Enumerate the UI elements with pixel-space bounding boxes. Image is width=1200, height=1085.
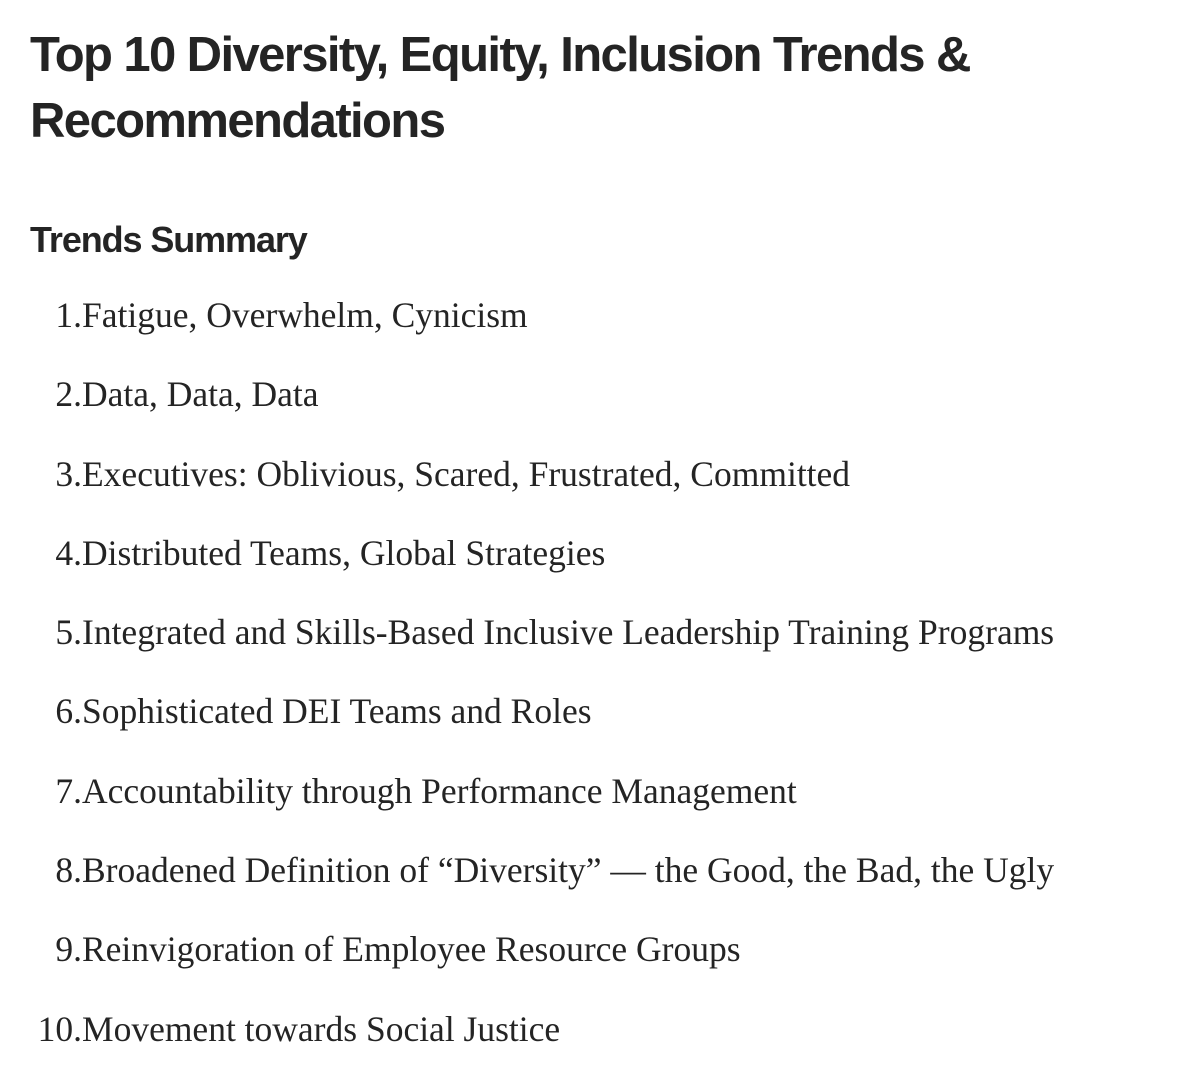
list-item-text: Accountability through Performance Manag… — [82, 770, 797, 811]
list-item: 1. Fatigue, Overwhelm, Cynicism — [30, 292, 1180, 371]
list-item-text: Fatigue, Overwhelm, Cynicism — [82, 295, 528, 335]
list-item-text: Distributed Teams, Global Strategies — [82, 532, 606, 573]
list-item: 9. Reinvigoration of Employee Resource Gr… — [30, 926, 1180, 1005]
list-item-number: 6. — [55, 691, 82, 732]
list-item: 6. Sophisticated DEI Teams and Roles — [30, 688, 1180, 767]
list-item-number: 4. — [55, 532, 82, 573]
list-item-number: 8. — [55, 850, 82, 891]
trends-list: 1. Fatigue, Overwhelm, Cynicism 2. Data, D… — [30, 292, 1180, 1085]
list-item-text: Reinvigoration of Employee Resource Grou… — [82, 929, 741, 970]
list-item-text: Data, Data, Data — [82, 374, 319, 415]
list-item: 4. Distributed Teams, Global Strategies — [30, 530, 1180, 609]
section-heading: Trends Summary — [30, 219, 308, 260]
article-content: Top 10 Diversity, Equity, Inclusion Tren… — [30, 22, 1180, 1049]
article-title: Top 10 Diversity, Equity, Inclusion Tren… — [30, 28, 971, 148]
list-item-number: 9. — [55, 929, 82, 970]
list-item-number: 3. — [55, 453, 82, 494]
list-item: 5. Integrated and Skills-Based Inclusive … — [30, 609, 1180, 688]
list-item: 2. Data, Data, Data — [30, 371, 1180, 450]
list-item: 3. Executives: Oblivious, Scared, Frustra… — [30, 451, 1180, 530]
list-item-number: 5. — [55, 612, 82, 653]
list-item-text: Executives: Oblivious, Scared, Frustrate… — [82, 453, 851, 494]
list-item: 10. Movement towards Social Justice — [30, 1006, 1180, 1085]
list-item-text: Integrated and Skills-Based Inclusive Le… — [82, 612, 1055, 653]
list-item-text: Broadened Definition of “Diversity” — th… — [82, 850, 1055, 891]
list-item: 8. Broadened Definition of “Diversity” — … — [30, 847, 1180, 926]
list-item-number: 7. — [55, 770, 82, 811]
list-item-number: 10. — [37, 1008, 82, 1049]
list-item: 7. Accountability through Performance Man… — [30, 768, 1180, 847]
list-item-number: 2. — [55, 374, 82, 415]
list-item-text: Movement towards Social Justice — [82, 1008, 561, 1049]
list-item-number: 1. — [55, 295, 82, 335]
list-item-text: Sophisticated DEI Teams and Roles — [82, 691, 592, 732]
